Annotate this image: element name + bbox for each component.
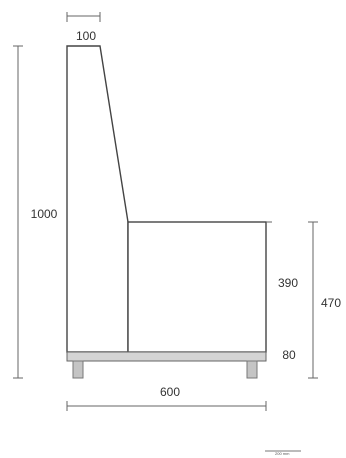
dim-total-height <box>13 45 23 379</box>
dim-back-width-label: 100 <box>76 29 96 43</box>
scale-bar: 200 mm <box>265 450 301 456</box>
base-plinth <box>66 351 267 362</box>
scale-bar-label: 200 mm <box>275 451 290 456</box>
seat-outline <box>127 221 267 353</box>
dim-back-width <box>66 12 101 22</box>
dim-seat-height-label: 470 <box>321 296 341 310</box>
leg-back <box>246 360 258 379</box>
dim-base-height-label: 80 <box>282 348 296 362</box>
leg-front <box>72 360 84 379</box>
dim-depth-label: 600 <box>160 385 180 399</box>
dim-seat-height <box>308 221 318 379</box>
dim-seat-to-base-label: 390 <box>278 276 298 290</box>
dim-depth <box>66 401 267 411</box>
backrest-outline <box>66 45 129 353</box>
dim-total-height-label: 1000 <box>31 207 58 221</box>
